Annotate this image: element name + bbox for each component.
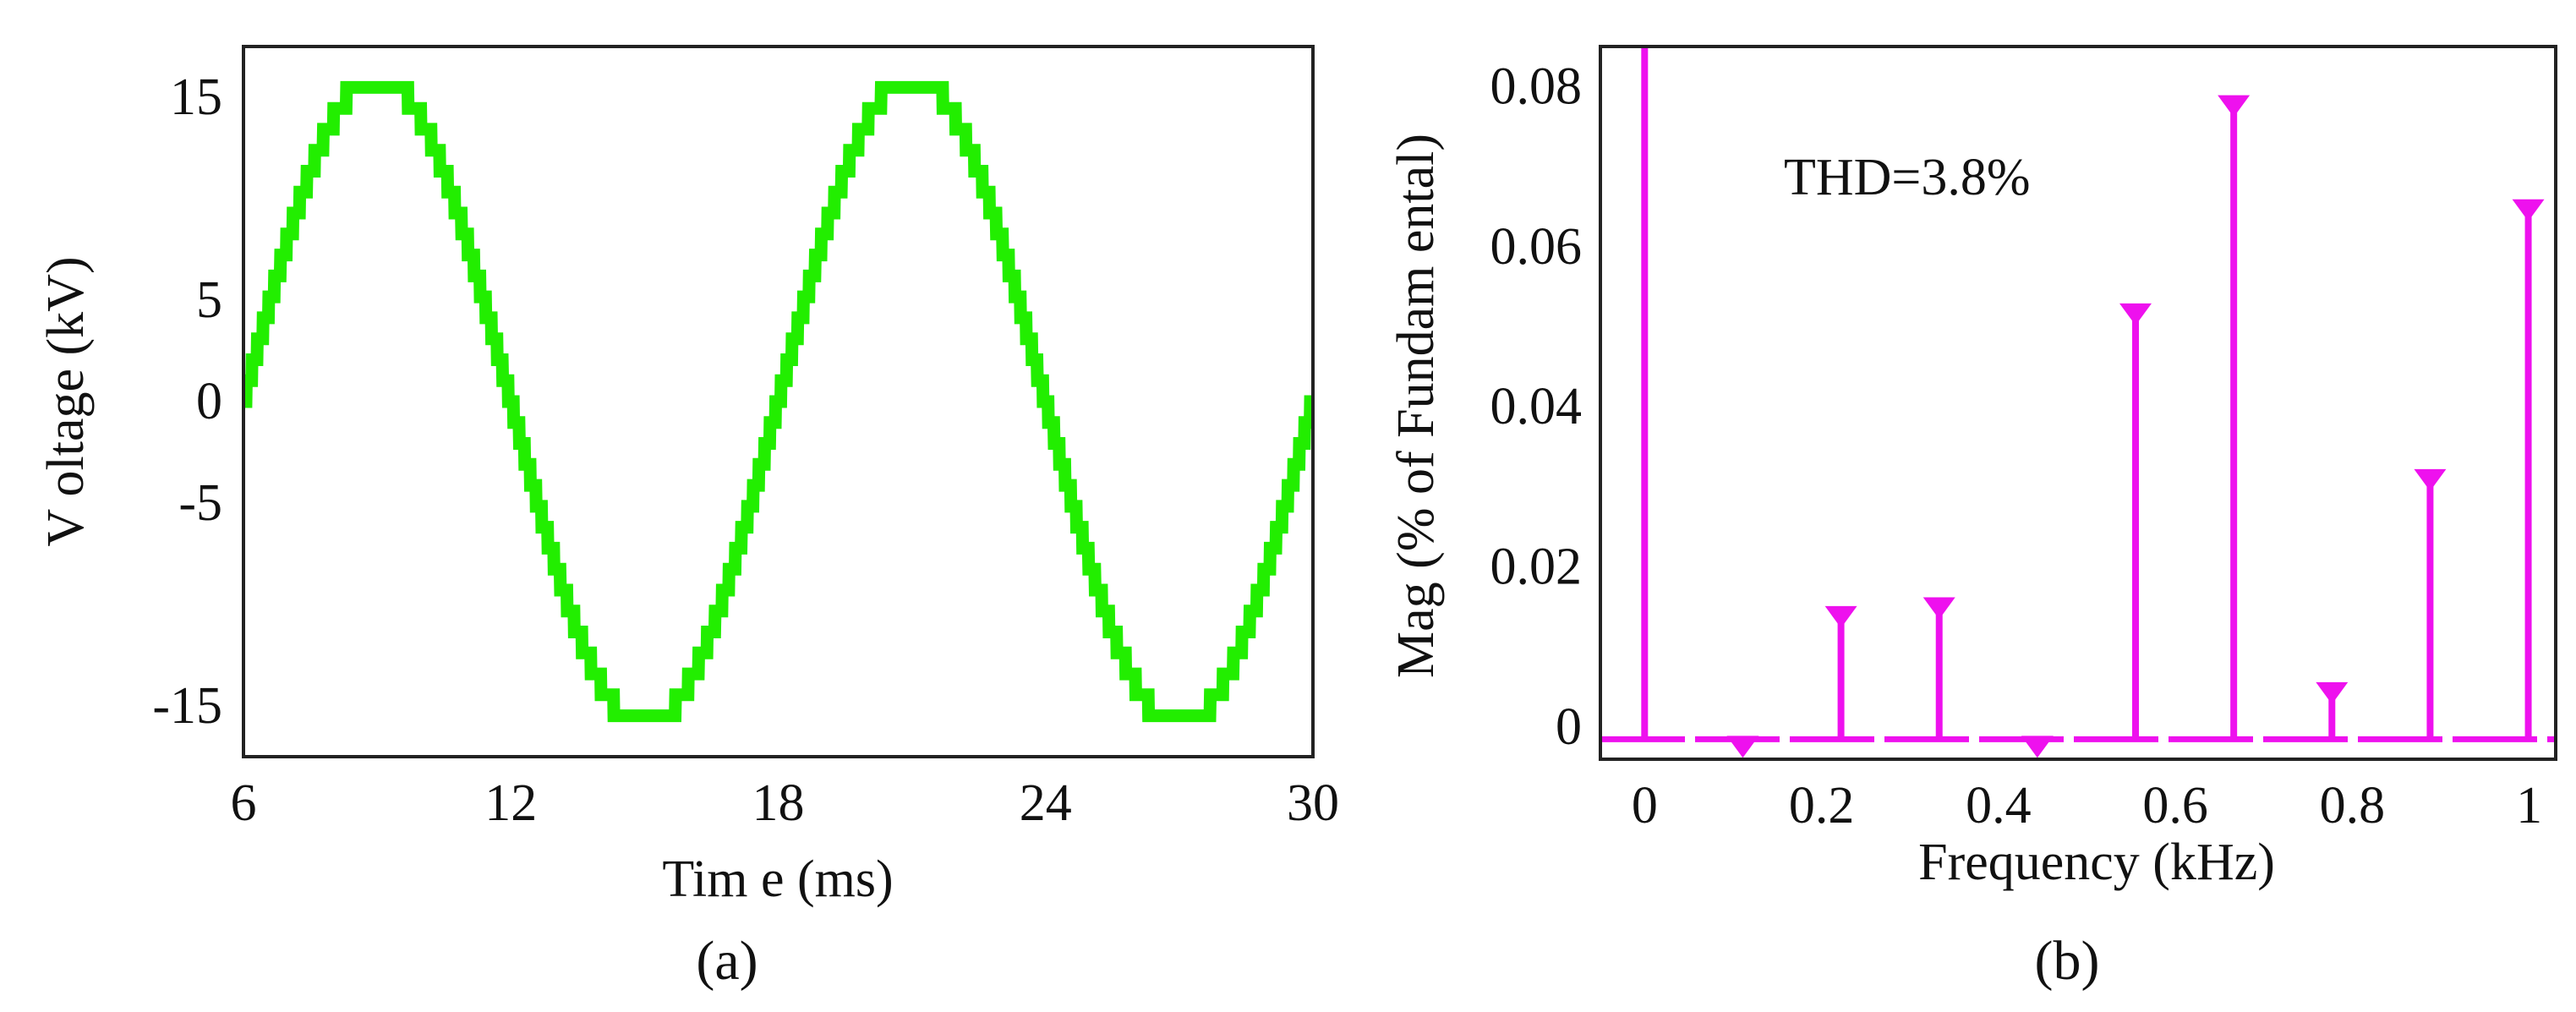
- voltage-waveform: [245, 80, 1311, 723]
- plot-b-x-tick-label: 1: [2516, 777, 2542, 834]
- plot-a-y-tick-label: -5: [178, 474, 222, 532]
- plot-a-x-tick-label: 12: [484, 774, 537, 832]
- plot-b-x-tick-label: 0.4: [1966, 777, 2032, 834]
- harmonic-marker: [1726, 736, 1759, 758]
- plot-b-caption: (b): [2035, 930, 2100, 992]
- plot-a-x-axis-label: Tim e (ms): [662, 851, 893, 908]
- plot-b-x-tick-label: 0: [1632, 777, 1658, 834]
- harmonic-marker: [2119, 303, 2152, 325]
- plot-b-x-tick-label: 0.8: [2320, 777, 2386, 834]
- plot-a-y-tick-label: 5: [196, 271, 222, 329]
- plot-a-frame: [242, 45, 1315, 758]
- plot-b-x-tick-label: 0.2: [1789, 777, 1855, 834]
- plot-b-frame: [1599, 45, 2557, 761]
- plot-a-x-tick-label: 30: [1287, 774, 1339, 832]
- harmonic-marker: [2021, 736, 2054, 758]
- plot-a-x-tick-label: 6: [231, 774, 257, 832]
- harmonic-marker: [1922, 597, 1955, 620]
- plot-a-caption: (a): [696, 930, 757, 992]
- harmonic-marker: [2414, 468, 2447, 491]
- plot-a-x-tick-label: 18: [752, 774, 805, 832]
- plot-b-y-tick-label: 0.06: [1490, 218, 1583, 276]
- plot-b-y-tick-label: 0: [1556, 698, 1582, 756]
- harmonic-marker: [2512, 199, 2545, 222]
- plot-a-y-tick-label: 15: [170, 68, 222, 126]
- panel-b: 0 0.2 0.4 0.6 0.8 1 0 0.02 0.04 0.06 0.08 THD=3.8…: [1387, 45, 2557, 992]
- plot-b-y-axis-label: Mag (% of Fundam ental): [1387, 134, 1445, 678]
- plot-b-y-tick-label: 0.04: [1490, 378, 1583, 435]
- harmonic-marker: [2316, 681, 2349, 704]
- plot-b-x-axis-label: Frequency (kHz): [1918, 834, 2275, 891]
- plot-b-y-tick-label: 0.08: [1490, 57, 1583, 115]
- plot-b-x-tick-label: 0.6: [2142, 777, 2208, 834]
- panel-a: 6 12 18 24 30 15 5 0 -5 -15 Tim e (ms) V oltage …: [37, 45, 1339, 992]
- plot-b-thd-annotation: THD=3.8%: [1784, 149, 2031, 206]
- harmonic-marker: [1824, 605, 1857, 628]
- plot-a-y-tick-label: -15: [152, 677, 222, 735]
- harmonic-marker: [2218, 95, 2251, 118]
- plot-a-y-axis-label: V oltage (kV): [37, 256, 95, 546]
- plot-b-y-tick-label: 0.02: [1490, 539, 1583, 596]
- plot-a-y-tick-label: 0: [196, 373, 222, 430]
- plot-a-x-tick-label: 24: [1020, 774, 1072, 832]
